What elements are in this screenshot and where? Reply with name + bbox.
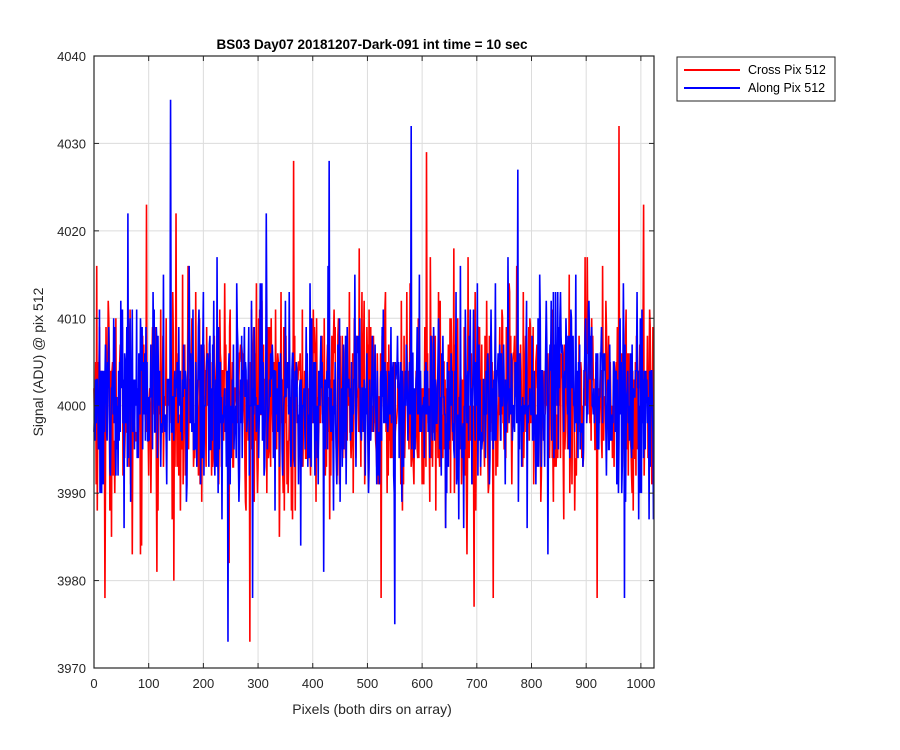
x-tick-label: 600 [411,676,433,691]
series-line-along-pix [93,99,655,642]
x-tick-label: 900 [575,676,597,691]
y-tick-label: 3980 [57,574,86,589]
x-tick-label: 800 [521,676,543,691]
legend: Cross Pix 512 Along Pix 512 [676,56,836,102]
chart-title: BS03 Day07 20181207-Dark-091 int time = … [216,37,528,52]
legend-box [676,56,836,102]
x-tick-label: 500 [357,676,379,691]
axis-ticks: 0 100 200 300 400 500 600 700 800 900 1000 3970 3980… [57,49,655,691]
x-tick-label: 200 [193,676,215,691]
y-axis-label: Signal (ADU) @ pix 512 [30,287,46,436]
y-tick-label: 4040 [57,49,86,64]
legend-label-cross: Cross Pix 512 [748,63,826,77]
legend-label-along: Along Pix 512 [748,81,825,95]
x-axis-label: Pixels (both dirs on array) [292,701,452,717]
y-tick-label: 4000 [57,399,86,414]
x-tick-label: 0 [90,676,97,691]
x-tick-label: 700 [466,676,488,691]
x-tick-label: 300 [247,676,269,691]
y-tick-label: 3990 [57,486,86,501]
axes-box [93,55,655,669]
y-tick-label: 4030 [57,136,86,151]
x-tick-label: 1000 [626,676,655,691]
y-tick-label: 3970 [57,661,86,676]
data-lines [93,99,655,642]
x-tick-label: 400 [302,676,324,691]
y-tick-label: 4020 [57,224,86,239]
y-tick-label: 4010 [57,311,86,326]
x-tick-label: 100 [138,676,160,691]
